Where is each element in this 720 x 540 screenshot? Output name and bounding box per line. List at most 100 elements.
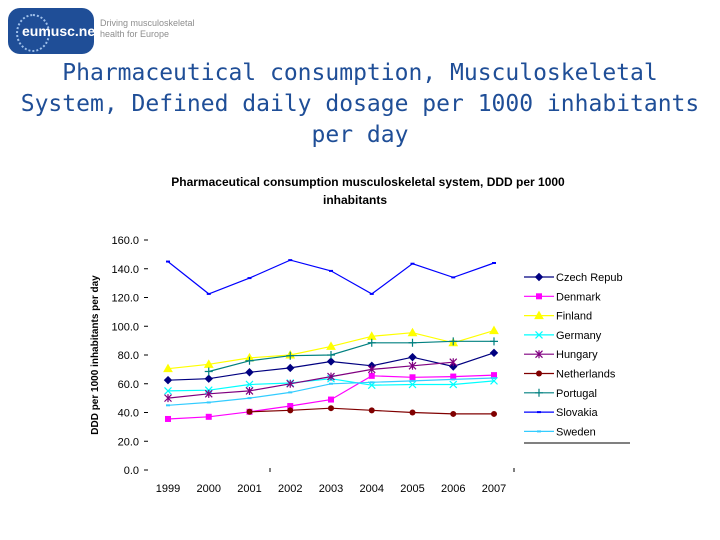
chart-legend: Czech Repub Denmark Finland Germany Hungary N…: [524, 272, 630, 444]
legend-entry: Portugal: [556, 388, 597, 400]
legend-entry: Finland: [556, 311, 592, 323]
data-point: [287, 403, 294, 410]
x-tick-label: 2001: [237, 483, 261, 495]
data-point: [287, 407, 294, 414]
series-line: [167, 361, 454, 399]
slide-title: Pharmaceutical consumption, Musculoskele…: [20, 58, 700, 151]
data-point: [164, 394, 172, 403]
x-tick-label: 1999: [156, 483, 180, 495]
x-tick-label: 2005: [400, 483, 424, 495]
data-point: [166, 404, 170, 407]
data-point: [410, 379, 415, 382]
x-tick-label: 2002: [278, 483, 302, 495]
chart-title-line-2: inhabitants: [323, 193, 387, 207]
data-point: [326, 357, 336, 366]
data-point: [206, 401, 211, 404]
legend-entry: Czech Repub: [556, 272, 623, 284]
x-tick-label: 2003: [319, 483, 343, 495]
x-tick-label: 2000: [197, 483, 221, 495]
data-point: [205, 413, 212, 420]
y-axis-ticks: 0.0 20.0 40.0 60.0 80.0 100.0 120.0 140.0 160.0: [111, 235, 148, 477]
data-point: [491, 410, 497, 417]
data-point: [163, 363, 173, 373]
legend-marker: [535, 350, 543, 359]
data-point: [288, 259, 293, 262]
y-tick-label: 20.0: [118, 436, 139, 448]
data-point: [369, 381, 374, 384]
legend-marker: [534, 272, 544, 282]
data-point: [408, 338, 417, 347]
series-sweden: [166, 377, 496, 407]
series-line: [167, 259, 495, 295]
eumusc-logo: eumusc.net Driving musculoskeletal healt…: [8, 8, 195, 54]
data-point: [407, 327, 418, 337]
tagline-line-1: Driving musculoskeletal: [100, 18, 195, 28]
data-point: [367, 338, 376, 347]
series-slovakia: [166, 259, 496, 295]
logo-text: eumusc.net: [22, 23, 100, 39]
data-point: [449, 358, 458, 367]
data-point: [409, 409, 416, 416]
legend-marker: [534, 310, 544, 320]
legend-marker: [536, 293, 542, 300]
data-point: [328, 405, 334, 412]
y-tick-label: 140.0: [111, 264, 139, 276]
data-point: [492, 377, 496, 379]
data-point: [450, 410, 457, 417]
data-point: [368, 372, 375, 379]
legend-entry: Denmark: [556, 291, 601, 303]
data-point: [247, 277, 252, 280]
x-axis-ticks: 1999 2000 2001 2002 2003 2004 2005 2006 2007: [156, 468, 515, 495]
x-tick-label: 2007: [482, 483, 506, 495]
y-tick-label: 120.0: [111, 293, 139, 305]
data-point: [247, 397, 252, 400]
data-point: [246, 408, 253, 415]
data-point: [329, 382, 333, 385]
data-point: [245, 380, 254, 389]
y-tick-label: 60.0: [118, 379, 139, 391]
y-tick-label: 160.0: [111, 235, 139, 247]
legend-marker: [535, 388, 543, 397]
data-point: [166, 260, 170, 263]
data-point: [410, 262, 415, 265]
data-point: [245, 356, 254, 365]
data-point: [206, 292, 211, 295]
legend-entry: Germany: [556, 330, 602, 342]
data-point: [408, 361, 417, 370]
series-line: [208, 340, 494, 373]
data-point: [204, 367, 213, 376]
slide-title-line-2: System, Defined daily dosage per 1000 in…: [20, 91, 700, 117]
legend-marker: [537, 411, 541, 414]
data-point: [490, 337, 498, 346]
legend-entry: Hungary: [556, 349, 598, 361]
data-point: [409, 374, 416, 381]
legend-marker: [535, 330, 543, 339]
series-portugal: [204, 337, 498, 376]
legend-marker: [537, 430, 541, 433]
data-point: [286, 351, 295, 360]
y-axis-label: DDD per 1000 inhabitants per day: [90, 275, 101, 435]
data-point: [491, 372, 497, 379]
series-lines: [163, 259, 499, 422]
legend-entry: Netherlands: [556, 369, 616, 381]
data-point: [408, 352, 417, 362]
data-point: [451, 276, 456, 279]
x-tick-label: 2006: [441, 483, 465, 495]
tagline-line-2: health for Europe: [100, 29, 170, 39]
y-tick-label: 100.0: [111, 321, 139, 333]
data-point: [163, 375, 173, 385]
logo-star-ring-icon: [16, 14, 50, 52]
data-point: [288, 391, 293, 394]
legend-entry: Sweden: [556, 426, 596, 438]
data-point: [164, 387, 172, 395]
data-point: [449, 337, 458, 346]
data-point: [450, 373, 457, 380]
series-hungary: [164, 358, 458, 403]
data-point: [245, 386, 254, 395]
data-point: [204, 389, 213, 398]
x-tick-label: 2004: [360, 483, 384, 495]
data-point: [245, 368, 254, 377]
data-point: [329, 269, 333, 272]
data-point: [327, 351, 335, 359]
